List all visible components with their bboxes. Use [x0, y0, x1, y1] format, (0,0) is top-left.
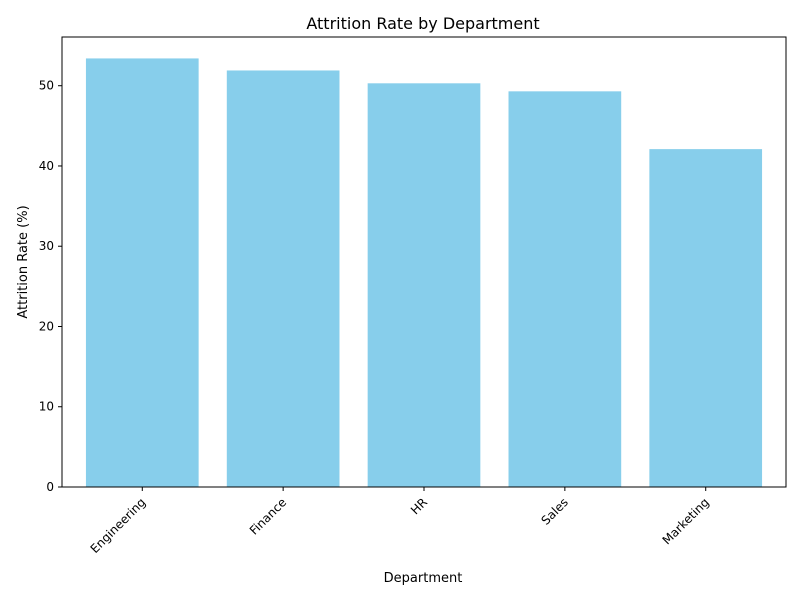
y-tick-label: 10	[39, 400, 54, 414]
bar-engineering	[85, 58, 199, 488]
bar-sales	[508, 91, 622, 488]
plot-frame	[61, 36, 787, 488]
bar-marketing	[649, 149, 763, 487]
y-tick-label: 30	[39, 239, 54, 253]
y-tick-label: 40	[39, 159, 54, 173]
bar-finance	[226, 70, 340, 487]
y-tick-label: 50	[39, 79, 54, 93]
y-tick-label: 0	[46, 480, 54, 494]
x-axis-label: Department	[384, 571, 463, 586]
y-tick-label: 20	[39, 319, 54, 333]
y-axis-ticks: 0 10 20 30 40 50	[39, 79, 62, 494]
bars-layer	[85, 58, 763, 488]
y-axis-label: Attrition Rate (%)	[16, 205, 31, 318]
bar-hr	[367, 83, 481, 487]
chart-title: Attrition Rate by Department	[306, 14, 539, 33]
